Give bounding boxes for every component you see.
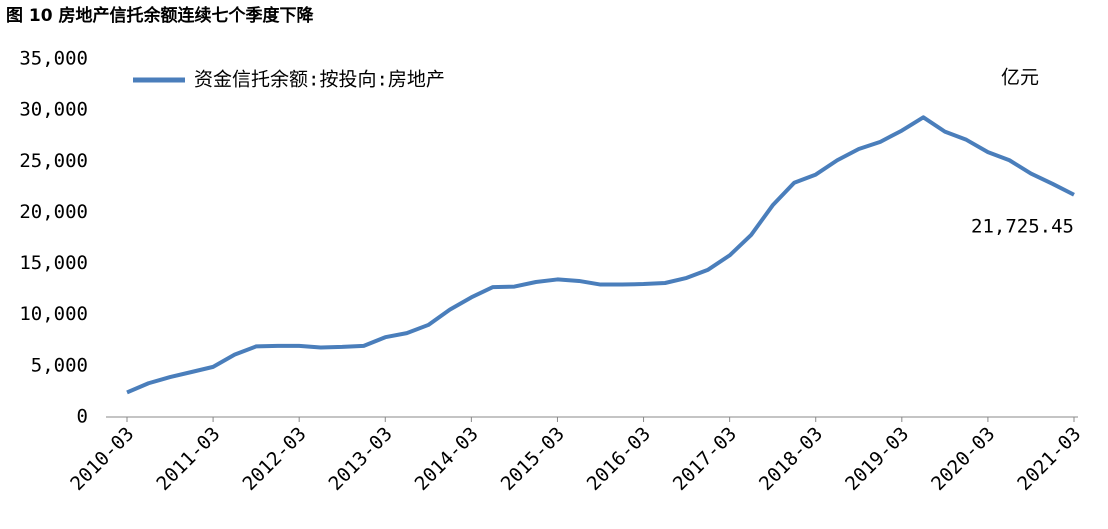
y-tick-label: 5,000 [31,354,88,376]
y-tick-label: 0 [77,406,88,428]
x-tick-label: 2014-03 [411,423,483,495]
chart-title: 图 10 房地产信托余额连续七个季度下降 [6,5,314,26]
line [126,115,1075,395]
x-tick-label: 2012-03 [238,423,310,495]
y-tick-label: 15,000 [19,252,88,274]
y-tick-label: 25,000 [19,150,88,172]
y-tick-label: 35,000 [19,48,88,70]
y-tick-label: 20,000 [19,201,88,223]
data-label: 21,725.45 [971,215,1074,237]
legend-label: 资金信托余额:按投向:房地产 [194,69,445,91]
x-tick-label: 2011-03 [152,423,224,495]
y-tick-label: 30,000 [19,99,88,121]
unit-label: 亿元 [1001,67,1039,89]
y-tick-label: 10,000 [19,303,88,325]
x-tick-label: 2013-03 [325,423,397,495]
x-tick-label: 2021-03 [1013,423,1085,495]
x-tick-label: 2010-03 [66,423,138,495]
x-tick-label: 2017-03 [669,423,741,495]
x-tick-label: 2018-03 [755,423,827,495]
x-tick-label: 2015-03 [497,423,569,495]
x-tick-label: 2019-03 [841,423,913,495]
x-tick-label: 2020-03 [927,423,999,495]
x-tick-label: 2016-03 [583,423,655,495]
